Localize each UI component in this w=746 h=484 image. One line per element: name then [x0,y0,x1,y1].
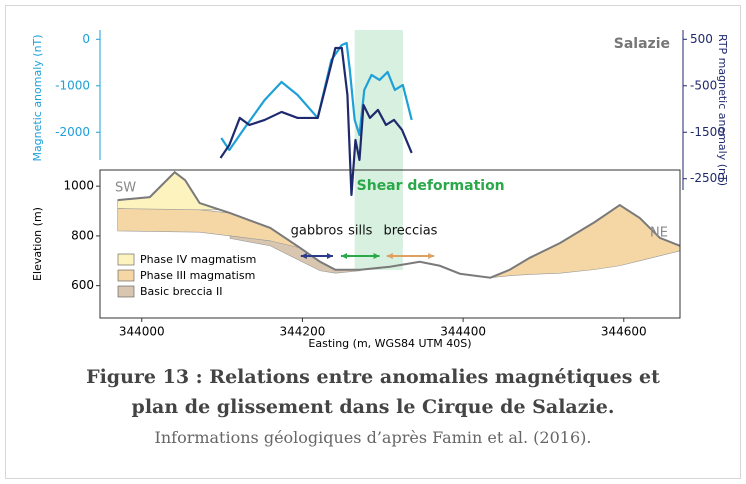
y-tick-label: 600 [71,278,94,292]
y-tick-label: 800 [71,228,94,242]
y-tick-label: 1000 [63,179,94,193]
y-tick-label: -2000 [55,125,90,139]
page: Shear deformation0-1000-2000500-500-1500… [0,0,746,484]
x-tick-label: 344600 [601,325,647,339]
range-label: sills [348,224,373,239]
end-label: NE [650,226,668,241]
x-axis-label: Easting (m, WGS84 UTM 40S) [308,337,471,350]
legend-swatch [118,270,134,281]
range-label: breccias [384,224,438,239]
y2-tick-label: 500 [690,32,713,46]
geologic-unit [490,205,680,278]
y2-axis-label: RTP magnetic anomaly (nT) [716,34,729,186]
caption-title: Figure 13 : Relations entre anomalies ma… [0,366,746,388]
y-tick-label: 0 [82,32,90,46]
legend-label: Phase IV magmatism [140,253,256,266]
panel-label: Salazie [614,36,670,52]
chart: Shear deformation0-1000-2000500-500-1500… [0,0,746,352]
y-axis-label: Magnetic anomaly (nT) [31,34,44,161]
legend-swatch [118,254,134,265]
legend-label: Basic breccia II [140,285,223,298]
y-axis-label: Elevation (m) [31,207,44,281]
caption-note: Informations géologiques d’après Famin e… [0,428,746,447]
legend-label: Phase III magmatism [140,269,255,282]
range-label: gabbros [291,224,344,239]
caption-title: plan de glissement dans le Cirque de Sal… [0,396,746,418]
shaded-label: Shear deformation [357,178,505,194]
y2-tick-label: -500 [690,78,717,92]
x-tick-label: 344000 [119,325,165,339]
legend-swatch [118,286,134,297]
y-tick-label: -1000 [55,78,90,92]
end-label: SW [115,181,136,196]
